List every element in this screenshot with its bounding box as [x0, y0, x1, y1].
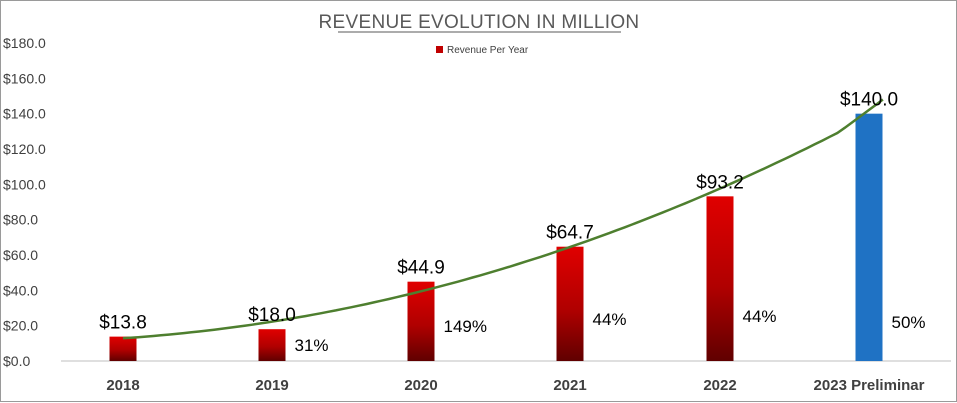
bar [855, 113, 883, 362]
y-tick-label: $140.0 [3, 106, 46, 122]
x-tick-label: 2019 [255, 377, 288, 394]
x-axis-labels: 2018 2019 2020 2021 2022 2023 Preliminar [106, 377, 924, 394]
y-tick-label: $100.0 [3, 176, 46, 192]
value-label: $18.0 [248, 305, 296, 326]
growth-label: 44% [743, 307, 777, 326]
growth-label: 149% [444, 317, 487, 336]
value-label: $64.7 [546, 223, 594, 244]
data-labels: $13.8 $18.0 31% $44.9 149% $64.7 44% $93.2 44% $1… [99, 90, 925, 355]
value-label: $140.0 [840, 90, 898, 111]
y-tick-label: $60.0 [3, 247, 38, 263]
bar [706, 196, 734, 361]
legend-label: Revenue Per Year [447, 45, 529, 56]
y-tick-label: $160.0 [3, 70, 46, 86]
value-label: $13.8 [99, 313, 147, 334]
x-tick-label: 2022 [703, 377, 736, 394]
legend-swatch [436, 46, 443, 53]
x-tick-label: 2020 [404, 377, 437, 394]
y-tick-label: $180.0 [3, 35, 46, 51]
y-tick-label: $80.0 [3, 212, 38, 228]
bars [109, 113, 883, 362]
value-label: $44.9 [397, 258, 445, 279]
chart-title: REVENUE EVOLUTION IN MILLION [319, 12, 640, 33]
bar [258, 329, 286, 361]
trendline [122, 98, 884, 340]
x-tick-label: 2023 Preliminar [814, 377, 925, 394]
bar [109, 336, 137, 361]
value-label: $93.2 [696, 172, 744, 193]
bar [556, 246, 584, 361]
x-tick-label: 2021 [553, 377, 586, 394]
y-tick-label: $0.0 [3, 353, 30, 369]
growth-label: 50% [892, 313, 926, 332]
y-tick-label: $20.0 [3, 318, 38, 334]
x-tick-label: 2018 [106, 377, 139, 394]
y-tick-label: $120.0 [3, 141, 46, 157]
bar [407, 281, 435, 361]
growth-label: 44% [593, 310, 627, 329]
y-axis: $0.0 $20.0 $40.0 $60.0 $80.0 $100.0 $120.0 $140… [3, 35, 46, 369]
y-tick-label: $40.0 [3, 282, 38, 298]
growth-label: 31% [295, 336, 329, 355]
